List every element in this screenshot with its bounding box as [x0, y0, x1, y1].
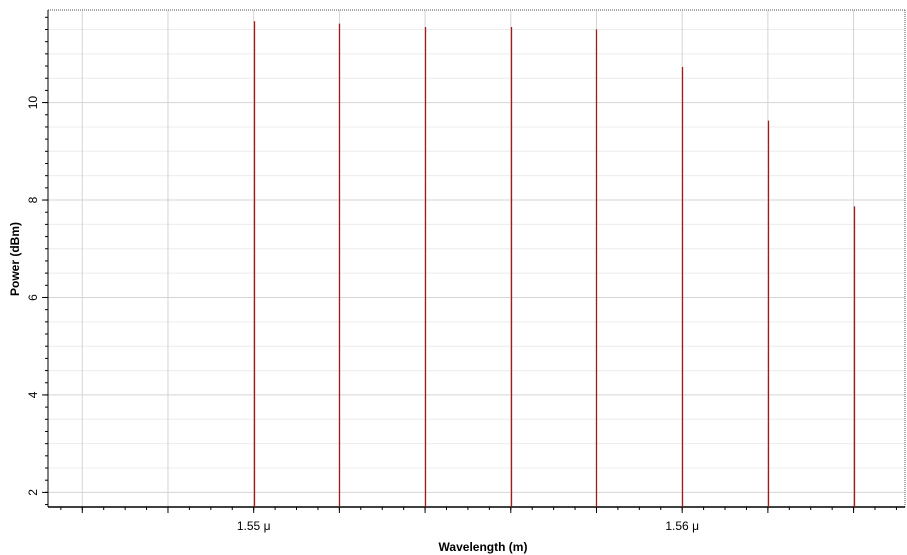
grid — [48, 10, 905, 507]
y-tick-label: 2 — [26, 489, 40, 496]
x-tick-label: 1.55 μ — [237, 519, 271, 533]
ticks: 2 4 6 8 10 1.55 μ 1.56 μ — [26, 16, 897, 533]
y-tick-label: 6 — [26, 294, 40, 301]
y-tick-label: 8 — [26, 196, 40, 203]
y-tick-label: 4 — [26, 391, 40, 398]
stems — [253, 21, 856, 507]
x-axis-title: Wavelength (m) — [439, 540, 528, 554]
x-tick-label: 1.56 μ — [665, 519, 699, 533]
y-axis-title: Power (dBm) — [8, 222, 22, 296]
plot-frame — [47, 9, 906, 508]
y-tick-label: 10 — [26, 96, 40, 110]
